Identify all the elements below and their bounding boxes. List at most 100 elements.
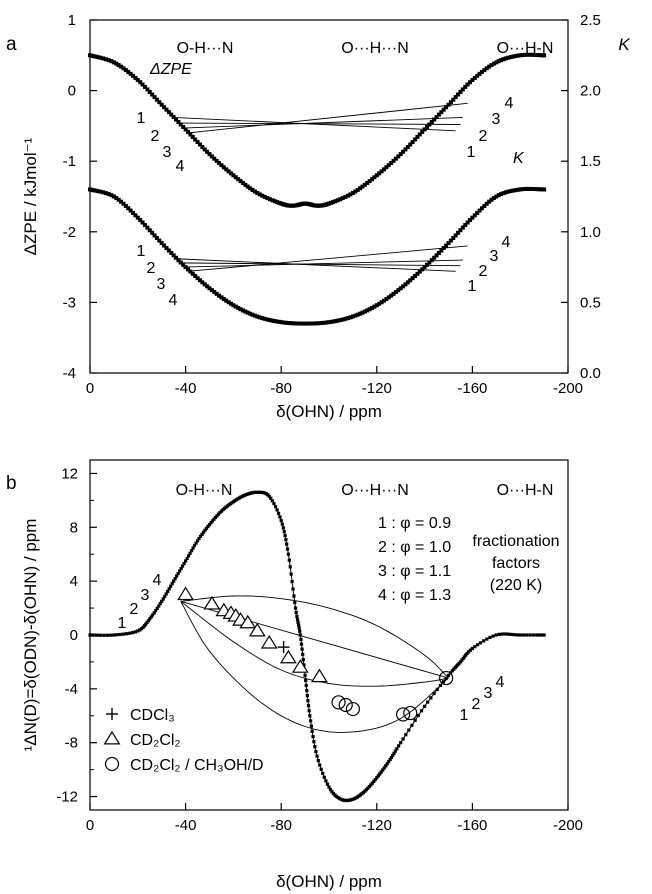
curve-point: [460, 225, 465, 230]
panel-b-y-axis-title: ¹ΔN(D)=δ(ODN)-δ(OHN) / ppm: [21, 519, 40, 752]
curve-point: [367, 307, 372, 312]
curve-point: [381, 298, 386, 303]
model-point: [423, 704, 427, 708]
cd2cl2-point: [248, 622, 266, 637]
curve-point: [370, 177, 375, 182]
k-connector-3: [183, 259, 463, 268]
model-point: [372, 779, 376, 783]
model-point: [309, 724, 313, 728]
model-point: [152, 611, 156, 615]
model-point: [540, 633, 544, 637]
model-point: [297, 623, 301, 627]
curve-point: [398, 152, 403, 157]
model-point: [444, 676, 448, 680]
model-point: [179, 566, 183, 571]
model-point: [478, 641, 483, 645]
curve-point: [417, 269, 422, 274]
curve-point: [345, 193, 350, 198]
curve-point: [171, 253, 176, 258]
curve-point: [453, 95, 458, 100]
curve-point: [126, 206, 131, 211]
curve-point: [267, 197, 272, 202]
zpe-curve: [88, 52, 547, 208]
curve-point: [133, 75, 138, 80]
curve-point: [499, 58, 504, 63]
curve-point: [255, 314, 260, 319]
model-point: [295, 614, 299, 618]
model-point: [432, 691, 436, 696]
curve-point: [520, 53, 525, 58]
phi-label: 2 : φ = 1.0: [378, 539, 451, 556]
curve-point: [523, 186, 528, 191]
curve-point: [257, 315, 262, 320]
model-point: [470, 646, 474, 651]
curve-point: [176, 120, 181, 125]
curve-point: [126, 69, 131, 74]
curve-point: [515, 53, 520, 58]
curve-point: [157, 238, 162, 243]
curve-point: [353, 189, 358, 194]
y-tick-label: 0: [70, 627, 78, 644]
curve-point: [396, 288, 401, 293]
cd2cl2-point: [291, 659, 309, 673]
curve-point: [205, 284, 210, 289]
model-point: [161, 597, 165, 601]
number-label: 4: [505, 95, 514, 112]
model-point: [279, 518, 283, 523]
curve-point: [171, 115, 176, 120]
curve-point: [116, 197, 121, 202]
curve-point: [393, 290, 398, 295]
model-point: [149, 615, 153, 619]
panel-b-labels: O-H···N O···H···N O···H-N 1 : φ = 0.9 2 : φ …: [118, 482, 560, 724]
model-point: [491, 634, 495, 638]
model-point: [291, 587, 295, 591]
curve-point: [91, 188, 96, 193]
model-point: [446, 673, 451, 677]
curve-point: [491, 196, 496, 201]
model-point: [115, 633, 119, 637]
curve-point: [508, 55, 513, 60]
curve-point: [106, 192, 111, 197]
curve-point: [422, 127, 427, 132]
phi-curve-1: [180, 595, 449, 679]
curve-point: [329, 319, 334, 324]
cd2cl2-point: [177, 586, 195, 601]
model-point: [542, 633, 546, 637]
curve-point: [238, 179, 243, 184]
header-label: O···H···N: [341, 40, 409, 57]
curve-point: [372, 304, 377, 309]
curve-point: [95, 55, 100, 60]
curve-point: [159, 241, 164, 246]
curve-point: [448, 238, 453, 243]
curve-point: [178, 122, 183, 127]
curve-point: [188, 132, 193, 137]
curve-point: [403, 282, 408, 287]
curve-point: [101, 190, 106, 195]
curve-point: [439, 110, 444, 115]
model-point: [378, 772, 382, 776]
model-point: [200, 532, 204, 536]
curve-point: [487, 199, 492, 204]
model-point: [518, 633, 522, 637]
curve-point: [346, 316, 351, 321]
curve-point: [131, 210, 136, 215]
curve-point: [413, 137, 418, 142]
model-point: [299, 637, 303, 642]
methanol-point: [338, 697, 353, 713]
k-connector-2: [178, 262, 461, 267]
curve-point: [231, 303, 236, 308]
panel-a-y-axis-title: ΔZPE / kJmol⁻¹: [21, 137, 40, 255]
curve-point: [322, 320, 327, 325]
curve-point: [405, 280, 410, 285]
curve-point: [140, 82, 145, 87]
curve-point: [417, 132, 422, 137]
curve-point: [181, 262, 186, 267]
curve-point: [240, 308, 245, 313]
panel-b-legend: CDCl₃ CD₂Cl₂ CD₂Cl₂ / CH₃OH/D: [103, 707, 264, 774]
curve-point: [372, 175, 377, 180]
curve-point: [250, 187, 255, 192]
curve-point: [424, 262, 429, 267]
model-point: [213, 515, 218, 520]
curve-point: [200, 280, 205, 285]
curve-point: [319, 320, 324, 325]
